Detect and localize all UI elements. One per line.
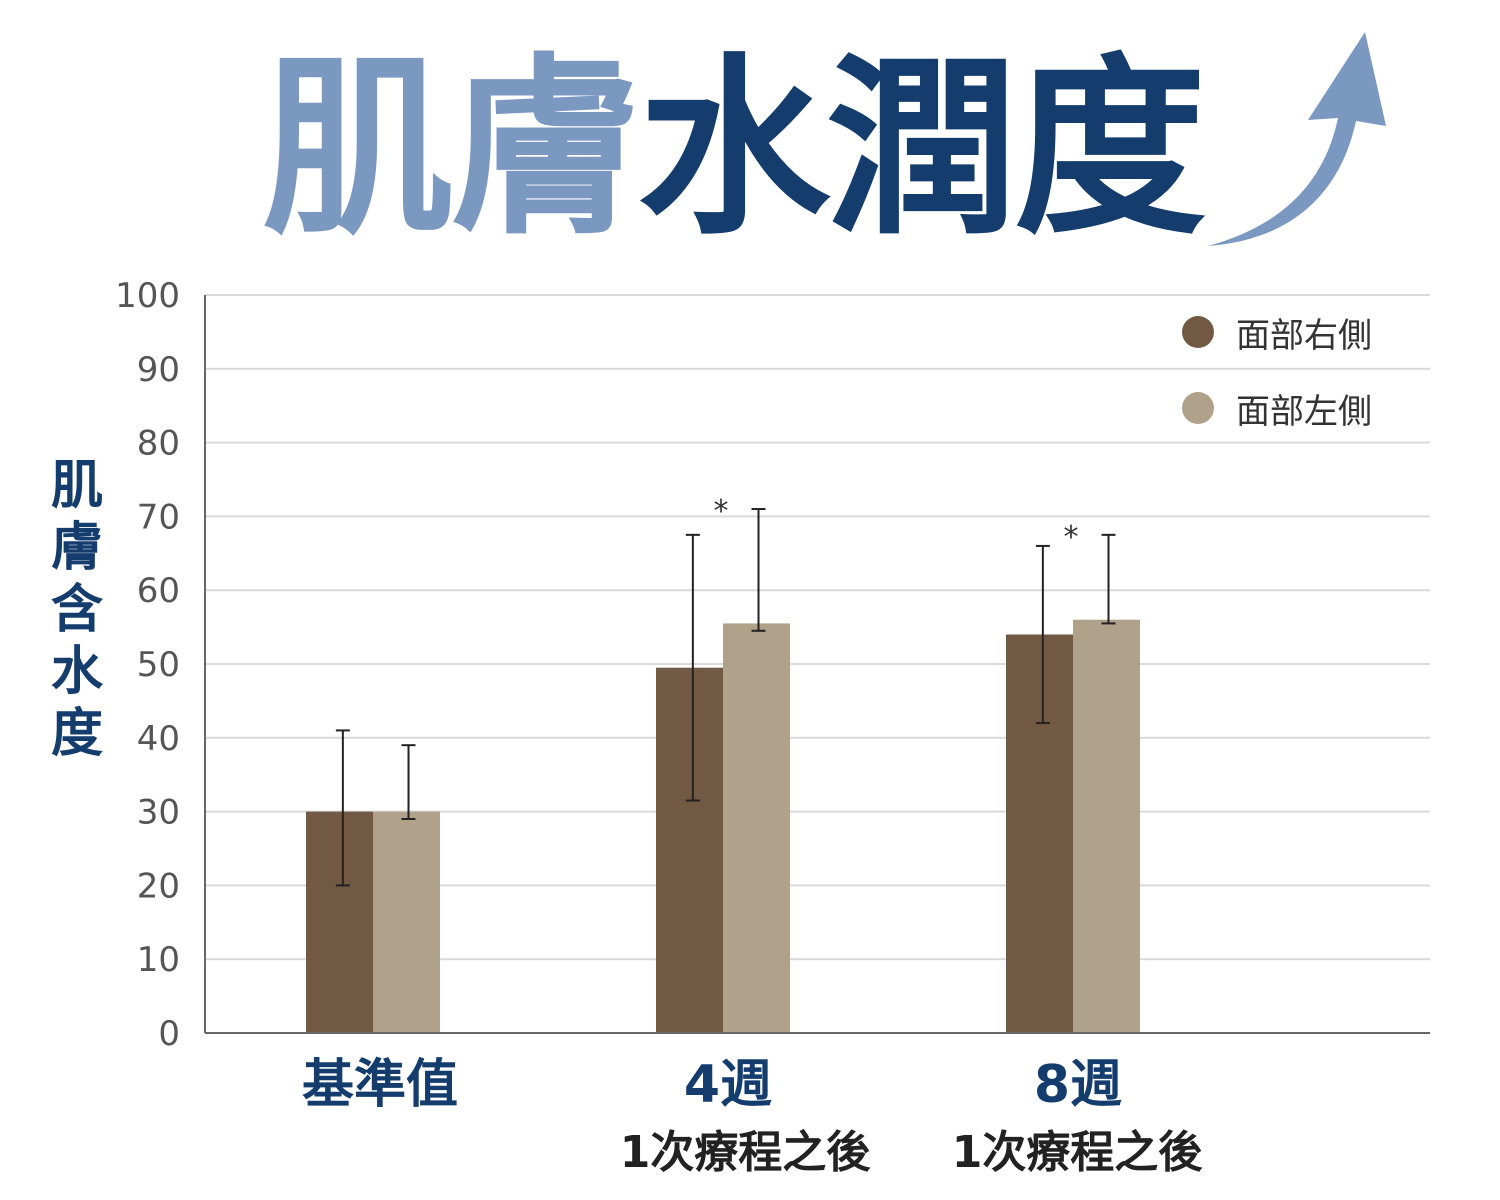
y-tick-label: 70 (137, 497, 180, 537)
y-tick-label: 60 (137, 571, 180, 611)
title-part-skin: 肌膚 (262, 38, 642, 261)
bar (656, 667, 723, 1033)
axes: 0 10 20 30 40 50 60 70 80 90 100 (115, 276, 1430, 1054)
bars (306, 619, 1140, 1033)
error-bars (335, 508, 1116, 887)
significance-annotations: ** (714, 494, 1079, 555)
y-tick-label: 0 (158, 1014, 180, 1054)
legend-label-right: 面部右側 (1236, 315, 1372, 356)
y-tick-label: 20 (137, 866, 180, 906)
x-category-sublabel: 1次療程之後 (619, 1127, 871, 1178)
y-tick-label: 100 (115, 276, 180, 316)
legend-label-left: 面部左側 (1236, 391, 1372, 432)
y-tick-label: 50 (137, 645, 180, 685)
x-category-label: 4週 (683, 1055, 773, 1115)
y-tick-label: 40 (137, 719, 180, 759)
significance-asterisk: * (1064, 520, 1079, 555)
bar (1006, 634, 1073, 1033)
legend-item-right: 面部右側 (1182, 312, 1372, 356)
y-tick-label: 80 (137, 424, 180, 464)
y-tick-label: 30 (137, 793, 180, 833)
x-category-sublabel: 1次療程之後 (951, 1127, 1203, 1178)
title-part-moisture: 水潤度 (638, 38, 1206, 261)
x-category-label: 8週 (1033, 1055, 1123, 1115)
legend-swatch-right (1182, 316, 1214, 348)
chart-title: 肌膚水潤度 (262, 38, 1206, 261)
bar (723, 623, 790, 1033)
y-tick-label: 90 (137, 350, 180, 390)
trend-up-arrow-icon (1208, 32, 1386, 246)
significance-asterisk: * (714, 494, 729, 529)
y-axis-label: 肌膚含水度 (50, 456, 103, 764)
bar (306, 811, 373, 1033)
bar (373, 811, 440, 1033)
bar (1073, 619, 1140, 1033)
y-tick-label: 10 (137, 940, 180, 980)
legend-swatch-left (1182, 392, 1214, 424)
legend-item-left: 面部左側 (1182, 388, 1372, 432)
x-category-label: 基準值 (301, 1055, 459, 1115)
